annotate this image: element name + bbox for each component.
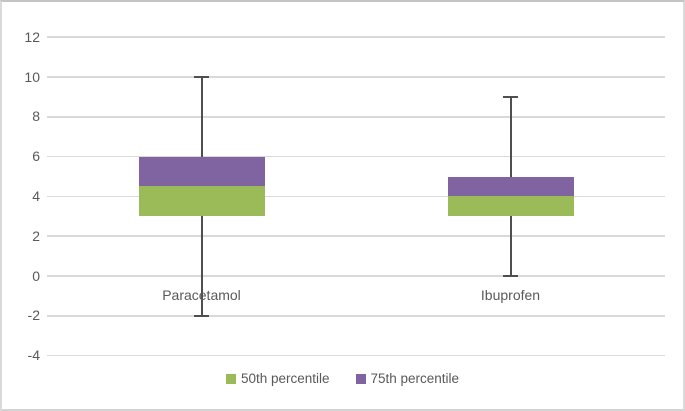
box-75th-percentile-band: [138, 156, 265, 187]
legend-entry-75th-percentile: 75th percentile: [355, 371, 460, 387]
gridline: [47, 195, 665, 198]
y-axis-tick-label: -4: [27, 347, 40, 364]
gridline: [47, 354, 665, 357]
gridline: [47, 315, 665, 317]
y-axis-tick-label: 0: [32, 267, 40, 284]
gridline: [47, 76, 665, 78]
legend-swatch-75th-icon: [355, 374, 366, 384]
y-axis-tick-label: 10: [24, 68, 40, 85]
legend-entry-50th-percentile: 50th percentile: [225, 371, 330, 387]
category-axis-label: Ibuprofen: [480, 287, 541, 303]
legend-swatch-50th-icon: [225, 374, 236, 384]
box-50th-percentile-band: [447, 196, 574, 217]
whisker-cap-top: [503, 95, 518, 99]
whisker-cap-bottom: [194, 314, 209, 317]
y-axis-tick-label: 8: [32, 108, 40, 125]
legend-label-75th: 75th percentile: [370, 371, 460, 386]
legend: 50th percentile 75th percentile: [2, 371, 683, 387]
gridline: [47, 275, 665, 277]
box-75th-percentile-band: [447, 176, 574, 197]
category-axis-label: Paracetamol: [162, 287, 241, 303]
y-axis-tick-label: 12: [24, 28, 40, 45]
y-axis-tick-label: 6: [32, 148, 40, 165]
y-axis-tick-label: 4: [32, 187, 40, 204]
gridline: [47, 155, 665, 158]
box-50th-percentile-band: [138, 186, 265, 217]
gridline: [47, 116, 665, 118]
gridline: [47, 36, 665, 38]
y-axis-tick-label: 2: [32, 227, 40, 244]
whisker-cap-top: [194, 76, 209, 79]
gridline: [47, 235, 665, 237]
y-axis-tick-label: -2: [27, 307, 40, 324]
legend-label-50th: 50th percentile: [240, 371, 330, 386]
whisker-cap-bottom: [503, 275, 518, 278]
